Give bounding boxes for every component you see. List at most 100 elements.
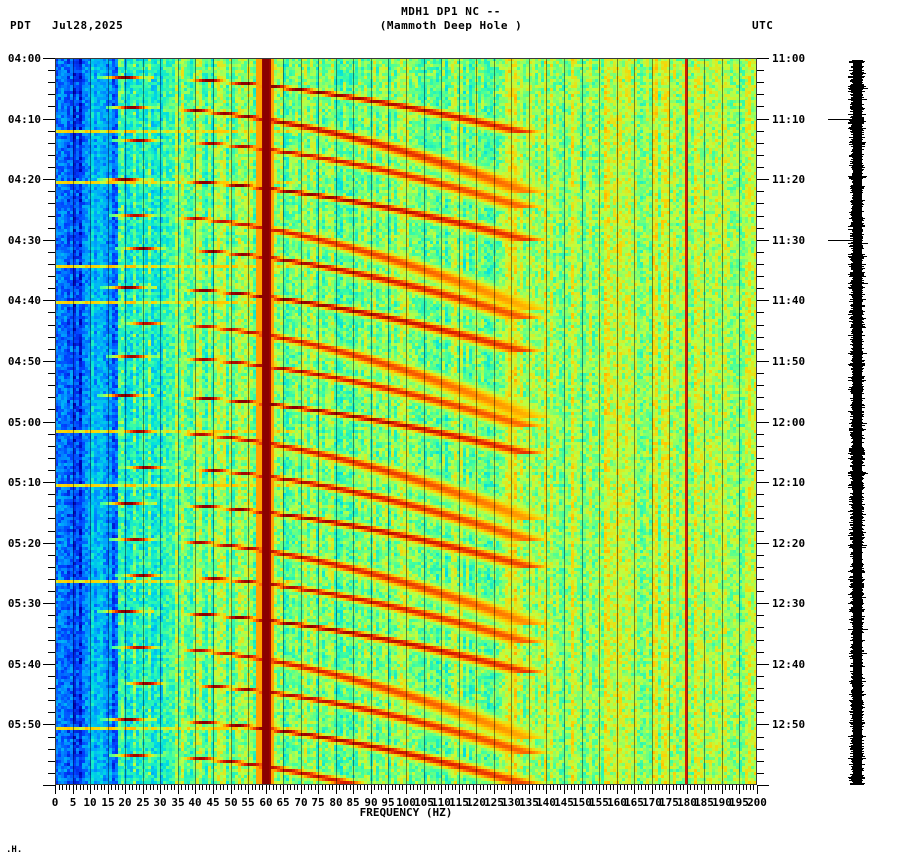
- y-axis-right-major-tick: [757, 664, 769, 665]
- x-axis-tick-label: 5: [69, 796, 77, 809]
- x-axis-minor-tick: [483, 785, 484, 790]
- x-axis-minor-tick: [287, 785, 288, 790]
- x-axis-minor-tick: [417, 785, 418, 790]
- y-axis-right-minor-tick: [757, 385, 764, 386]
- x-axis-minor-tick: [220, 785, 221, 790]
- x-axis-tick-label: 60: [259, 796, 273, 809]
- x-axis-major-tick: [336, 785, 337, 794]
- y-axis-right-minor-tick: [757, 749, 764, 750]
- y-axis-right-minor-tick: [757, 167, 764, 168]
- y-axis-right-major-tick: [757, 785, 769, 786]
- x-axis-major-tick: [722, 785, 723, 794]
- y-axis-left-major-tick: [43, 119, 55, 120]
- y-axis-left-tick-label: 05:50: [7, 718, 41, 731]
- seismic-amplitude-trace: [848, 60, 868, 785]
- x-axis-minor-tick: [357, 785, 358, 790]
- x-axis-minor-tick: [174, 785, 175, 790]
- x-axis-major-tick: [459, 785, 460, 794]
- x-axis-major-tick: [371, 785, 372, 794]
- y-axis-right-minor-tick: [757, 458, 764, 459]
- x-axis-minor-tick: [150, 785, 151, 790]
- x-axis-minor-tick: [238, 785, 239, 790]
- y-axis-right-minor-tick: [757, 579, 764, 580]
- y-axis-left-tick-label: 05:20: [7, 537, 41, 550]
- x-axis-minor-tick: [434, 785, 435, 790]
- y-axis-right-minor-tick: [757, 555, 764, 556]
- x-axis-tick-label: 105: [414, 796, 434, 809]
- y-axis-right-tick-label: 12:40: [772, 658, 806, 671]
- x-axis-minor-tick: [753, 785, 754, 790]
- spectrogram-image: [55, 58, 757, 785]
- x-axis-minor-tick: [620, 785, 621, 790]
- amplitude-strip-tick: [828, 119, 850, 120]
- x-axis-minor-tick: [223, 785, 224, 790]
- y-axis-left-minor-tick: [48, 337, 55, 338]
- y-axis-left-minor-tick: [48, 325, 55, 326]
- y-axis-left-minor-tick: [48, 191, 55, 192]
- x-axis-title: FREQUENCY (HZ): [359, 806, 453, 819]
- x-axis-minor-tick: [311, 785, 312, 790]
- x-axis-minor-tick: [666, 785, 667, 790]
- x-axis-minor-tick: [62, 785, 63, 790]
- x-axis-major-tick: [406, 785, 407, 794]
- x-axis-tick-label: 80: [329, 796, 343, 809]
- x-axis-minor-tick: [234, 785, 235, 790]
- y-axis-left-major-tick: [43, 724, 55, 725]
- y-axis-right-tick-label: 11:50: [772, 355, 806, 368]
- x-axis-major-tick: [213, 785, 214, 794]
- y-axis-left-minor-tick: [48, 506, 55, 507]
- x-axis-minor-tick: [638, 785, 639, 790]
- y-axis-right-minor-tick: [757, 397, 764, 398]
- x-axis-tick-label: 160: [607, 796, 627, 809]
- x-axis-tick-label: 20: [118, 796, 132, 809]
- y-axis-right-minor-tick: [757, 409, 764, 410]
- x-axis-minor-tick: [206, 785, 207, 790]
- x-axis-tick-label: 140: [536, 796, 556, 809]
- x-axis-minor-tick: [515, 785, 516, 790]
- x-axis-minor-tick: [452, 785, 453, 790]
- y-axis-right-minor-tick: [757, 155, 764, 156]
- x-axis-minor-tick: [508, 785, 509, 790]
- y-axis-left-major-tick: [43, 361, 55, 362]
- y-axis-left-tick-label: 04:30: [7, 234, 41, 247]
- y-axis-left-tick-label: 04:40: [7, 294, 41, 307]
- x-axis-major-tick: [617, 785, 618, 794]
- x-axis-major-tick: [757, 785, 758, 794]
- y-axis-left-minor-tick: [48, 737, 55, 738]
- x-axis-major-tick: [546, 785, 547, 794]
- x-axis-minor-tick: [202, 785, 203, 790]
- y-axis-left-minor-tick: [48, 494, 55, 495]
- x-axis-minor-tick: [525, 785, 526, 790]
- y-axis-left-minor-tick: [48, 349, 55, 350]
- y-axis-left-minor-tick: [48, 676, 55, 677]
- y-axis-left-minor-tick: [48, 94, 55, 95]
- x-axis-major-tick: [178, 785, 179, 794]
- y-axis-right-minor-tick: [757, 761, 764, 762]
- x-axis-minor-tick: [97, 785, 98, 790]
- y-axis-right-minor-tick: [757, 494, 764, 495]
- x-axis-minor-tick: [343, 785, 344, 790]
- y-axis-right-minor-tick: [757, 737, 764, 738]
- x-axis-minor-tick: [501, 785, 502, 790]
- y-axis-left-minor-tick: [48, 615, 55, 616]
- x-axis-major-tick: [388, 785, 389, 794]
- y-axis-left-minor-tick: [48, 155, 55, 156]
- y-axis-left-minor-tick: [48, 579, 55, 580]
- x-axis-minor-tick: [655, 785, 656, 790]
- x-axis-tick-label: 30: [153, 796, 167, 809]
- x-axis-minor-tick: [431, 785, 432, 790]
- x-axis-tick-label: 115: [449, 796, 469, 809]
- y-axis-left-tick-label: 04:20: [7, 173, 41, 186]
- y-axis-right-minor-tick: [757, 470, 764, 471]
- y-axis-left-tick-label: 05:00: [7, 416, 41, 429]
- x-axis-minor-tick: [574, 785, 575, 790]
- y-axis-right-tick-label: 11:10: [772, 113, 806, 126]
- y-axis-left-minor-tick: [48, 167, 55, 168]
- x-axis-minor-tick: [385, 785, 386, 790]
- y-axis-left-minor-tick: [48, 131, 55, 132]
- x-axis-minor-tick: [718, 785, 719, 790]
- x-axis-minor-tick: [101, 785, 102, 790]
- x-axis-minor-tick: [392, 785, 393, 790]
- y-axis-right-minor-tick: [757, 434, 764, 435]
- x-axis-minor-tick: [683, 785, 684, 790]
